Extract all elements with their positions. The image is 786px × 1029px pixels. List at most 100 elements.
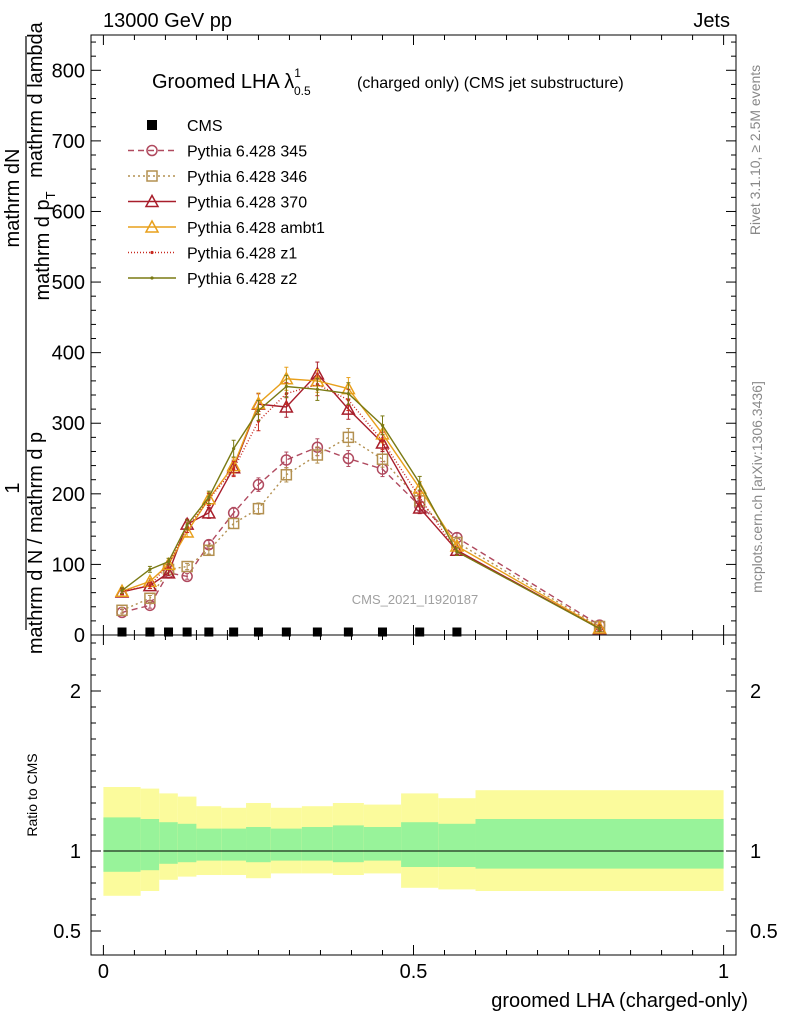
chart-title-sub: 0.5: [294, 84, 311, 98]
series-point: [415, 627, 425, 637]
series-point: [181, 560, 193, 573]
y-tick-label: 0: [74, 625, 85, 647]
ratio-band-green: [363, 827, 402, 861]
series-point: [279, 399, 294, 413]
series-point: [377, 627, 387, 637]
ratio-band-green: [475, 819, 724, 869]
y-tick-label: 100: [52, 554, 85, 576]
ratio-band-green: [177, 823, 197, 863]
series-point: [418, 481, 422, 485]
series-point: [147, 120, 157, 130]
series-point: [161, 565, 176, 579]
series-point: [280, 454, 293, 466]
ratio-band-green: [159, 822, 178, 864]
series-point: [116, 604, 128, 617]
legend-entry: Pythia 6.428 z1: [128, 246, 297, 263]
ratio-y-tick-label-right: 2: [750, 681, 761, 703]
series-point: [227, 517, 240, 530]
series-point: [166, 559, 171, 564]
series-line: [121, 385, 600, 630]
ratio-band-layer: [103, 787, 724, 896]
series-point: [201, 505, 217, 519]
series-point: [280, 469, 293, 481]
series-point: [207, 495, 211, 499]
series-point: [341, 401, 356, 415]
y-tick-label: 300: [52, 413, 85, 435]
x-axis-label: groomed LHA (charged-only): [491, 990, 748, 1012]
ratio-y-tick-label-right: 1: [750, 841, 761, 863]
y-tick-label: 600: [52, 201, 85, 223]
legend: CMS Pythia 6.428 345 Pythia 6.428 346 Pythi…: [128, 118, 325, 288]
ratio-band-green: [270, 828, 302, 861]
ratio-y-tick-label: 0.5: [53, 921, 81, 943]
watermark: CMS_2021_I1920187: [352, 592, 479, 607]
x-tick-label: 0: [98, 961, 109, 983]
y-tick-label: 700: [52, 131, 85, 153]
series-point: [144, 193, 160, 208]
y-axis-label-one: 1: [2, 482, 24, 493]
x-tick-label: 1: [718, 961, 729, 983]
ratio-y-label: Ratio to CMS: [24, 753, 40, 836]
header-right: Jets: [693, 10, 730, 32]
series-point: [455, 550, 459, 554]
legend-label: Pythia 6.428 z1: [187, 246, 297, 263]
y-axis-label-num-dN: mathrm dN: [2, 149, 24, 248]
series-point: [150, 276, 154, 280]
series-line: [121, 383, 600, 629]
chart-title-main: Groomed LHA λ: [152, 71, 294, 93]
ratio-band-green: [301, 827, 333, 861]
series-point: [284, 384, 288, 389]
series-point: [148, 567, 152, 571]
series-point: [144, 219, 160, 233]
series-point: [315, 387, 319, 391]
header-left: 13000 GeV pp: [103, 10, 232, 32]
legend-label: CMS: [187, 118, 223, 135]
x-tick-label: 0.5: [400, 961, 428, 983]
series-point: [311, 449, 324, 461]
legend-entry: Pythia 6.428 ambt1: [128, 219, 325, 237]
series-point: [144, 592, 156, 605]
series-point: [252, 478, 265, 491]
ratio-band-green: [103, 817, 141, 872]
series-line: [121, 378, 600, 629]
ratio-y-tick-label-right: 0.5: [750, 921, 778, 943]
series-point: [161, 556, 176, 571]
series-point: [343, 627, 353, 637]
series-point: [232, 467, 236, 471]
series-point: [117, 627, 127, 637]
series-point: [380, 423, 385, 427]
y-tick-label: 400: [52, 343, 85, 365]
ratio-band-green: [140, 819, 160, 871]
legend-entry: Pythia 6.428 z2: [128, 271, 297, 288]
series-point: [312, 627, 322, 637]
series-point: [256, 408, 261, 413]
ratio-y-tick-label: 2: [70, 681, 81, 703]
series-layer: [114, 361, 607, 637]
ratio-band-green: [438, 823, 476, 867]
ratio-band-green: [401, 822, 439, 867]
series-point: [597, 627, 602, 631]
legend-label: Pythia 6.428 z2: [187, 271, 297, 288]
legend-label: Pythia 6.428 346: [187, 169, 307, 186]
series-point: [164, 627, 174, 637]
ratio-y-tick-label: 1: [70, 841, 81, 863]
series-point: [252, 502, 265, 515]
y-axis-label-num-dp: mathrm d pT: [32, 191, 58, 300]
ratio-band-green: [332, 825, 364, 863]
series-point: [150, 250, 154, 255]
series-point: [204, 627, 214, 637]
series-point: [145, 627, 155, 637]
y-axis-label-num-dlambda: mathrm d lambda: [25, 21, 47, 177]
series-point: [346, 391, 350, 396]
series-point: [120, 588, 124, 593]
y-axis-label-dp: mathrm d p: [32, 199, 54, 300]
legend-entry: Pythia 6.428 370: [128, 193, 307, 212]
series-point: [380, 439, 385, 443]
series-point: [253, 627, 263, 637]
y-tick-label: 200: [52, 484, 85, 506]
series-point: [182, 627, 192, 637]
axes-layer: 0 100 200 300 400 500 600 700 800 0.5 0.5 1 1 2 2 0 0.5 1: [52, 35, 778, 983]
series-point: [376, 453, 389, 465]
series-point: [146, 170, 158, 182]
legend-label: Pythia 6.428 345: [187, 144, 307, 161]
